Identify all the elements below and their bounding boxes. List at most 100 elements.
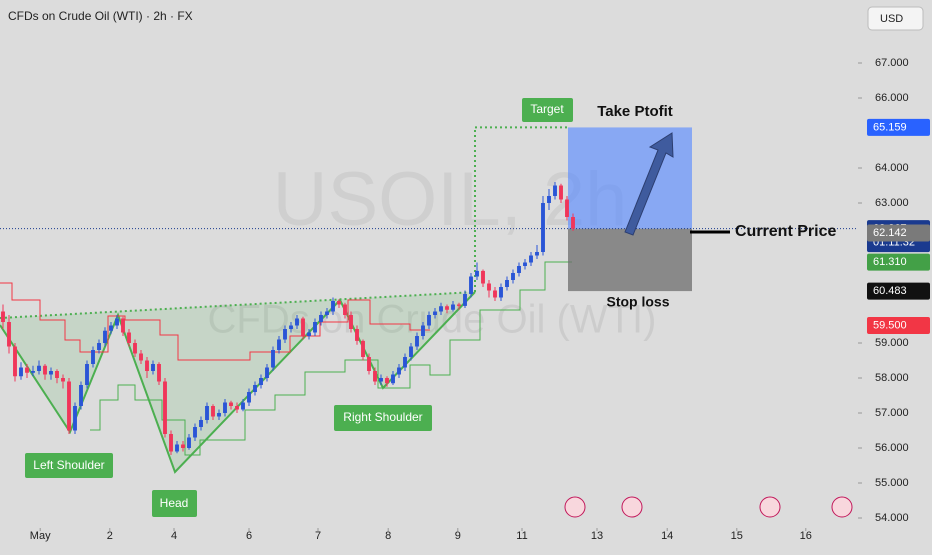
candle-body [397,367,401,375]
candle-body [193,427,197,438]
candles [1,182,575,455]
indicator-upper [0,282,430,361]
target-box [522,98,573,122]
candle-body [289,325,293,329]
current-price-label: Current Price [735,223,836,240]
candle-body [199,420,203,427]
candle-body [265,367,269,378]
candle-body [403,357,407,368]
price-label: 62.142 [873,227,907,239]
candle-body [19,367,23,377]
event-icon[interactable] [831,496,853,518]
candle-body [547,196,551,203]
annotation-layer: Target Take Ptofit Stop loss Current Pri… [25,98,853,518]
currency-button[interactable] [867,6,924,31]
candle-body [235,406,239,410]
candle-body [277,339,281,350]
candle-body [1,311,5,322]
candle-body [541,203,545,252]
y-tick-label: 55.000 [875,477,909,489]
candle-body [217,413,221,417]
candle-body [361,340,365,357]
y-tick-label: 63.000 [875,197,909,209]
price-label-box [867,253,930,271]
candle-body [433,311,437,315]
candle-body [415,336,419,347]
pattern-fill [0,292,475,472]
candle-body [349,315,353,329]
candle-body [67,381,71,431]
candle-body [379,378,383,382]
currency-label: USD [880,13,903,25]
candle-body [241,402,245,410]
candle-body [169,434,173,452]
head-box [152,490,197,517]
left-shoulder-box [25,453,113,478]
candle-body [103,330,107,343]
candle-body [535,252,539,256]
candle-body [49,371,53,375]
stop-loss-label: Stop loss [606,294,669,310]
stop-loss-zone [568,228,692,292]
candle-body [373,371,377,382]
candle-body [121,318,125,333]
indicator-lower [90,261,572,456]
event-icon[interactable] [564,496,586,518]
candle-body [511,273,515,280]
y-tick-label: 67.000 [875,57,909,69]
candle-body [319,315,323,322]
candle-body [259,378,263,385]
candle-body [181,444,185,448]
candle-body [139,353,143,361]
candle-body [421,325,425,336]
candle-body [145,360,149,371]
price-label-box [867,224,930,242]
x-tick-label: 9 [455,530,461,542]
x-tick-label: 11 [516,530,527,542]
candle-body [37,365,41,371]
candle-body [55,371,59,378]
candle-body [463,294,467,306]
candle-body [301,318,305,336]
y-tick-label: 57.000 [875,407,909,419]
candle-body [109,325,113,331]
arrow [624,132,674,236]
candle-body [409,346,413,357]
price-label-box [867,118,930,136]
price-label: 60.483 [873,285,907,297]
candle-body [451,304,455,310]
candle-body [61,378,65,382]
candle-body [229,402,233,406]
x-tick-label: 7 [315,530,321,542]
candle-body [559,185,563,200]
candle-body [151,364,155,371]
candle-body [31,371,35,373]
event-icon[interactable] [759,496,781,518]
candle-body [325,311,329,315]
x-tick-label: 4 [171,530,177,542]
candle-body [523,262,527,266]
candle-body [43,365,47,375]
watermark-sub: CFDs on Crude Oil (WTI) [208,298,657,342]
left-shoulder-label: Left Shoulder [33,458,104,472]
candle-body [73,406,77,431]
candle-body [493,290,497,298]
head-label: Head [160,496,189,510]
candle-body [157,364,161,382]
candle-body [13,346,17,377]
x-tick-label: 13 [591,530,603,542]
candle-body [7,322,11,347]
y-tick-label: 66.000 [875,92,909,104]
candle-body [355,329,359,341]
candle-body [499,287,503,298]
candle-body [79,385,83,406]
candle-body [331,301,335,312]
candle-body [367,357,371,371]
candle-body [295,318,299,326]
event-icon[interactable] [621,496,643,518]
candle-body [133,343,137,354]
y-tick-label: 64.000 [875,162,909,174]
candle-body [205,406,209,420]
right-shoulder-box [334,405,432,431]
